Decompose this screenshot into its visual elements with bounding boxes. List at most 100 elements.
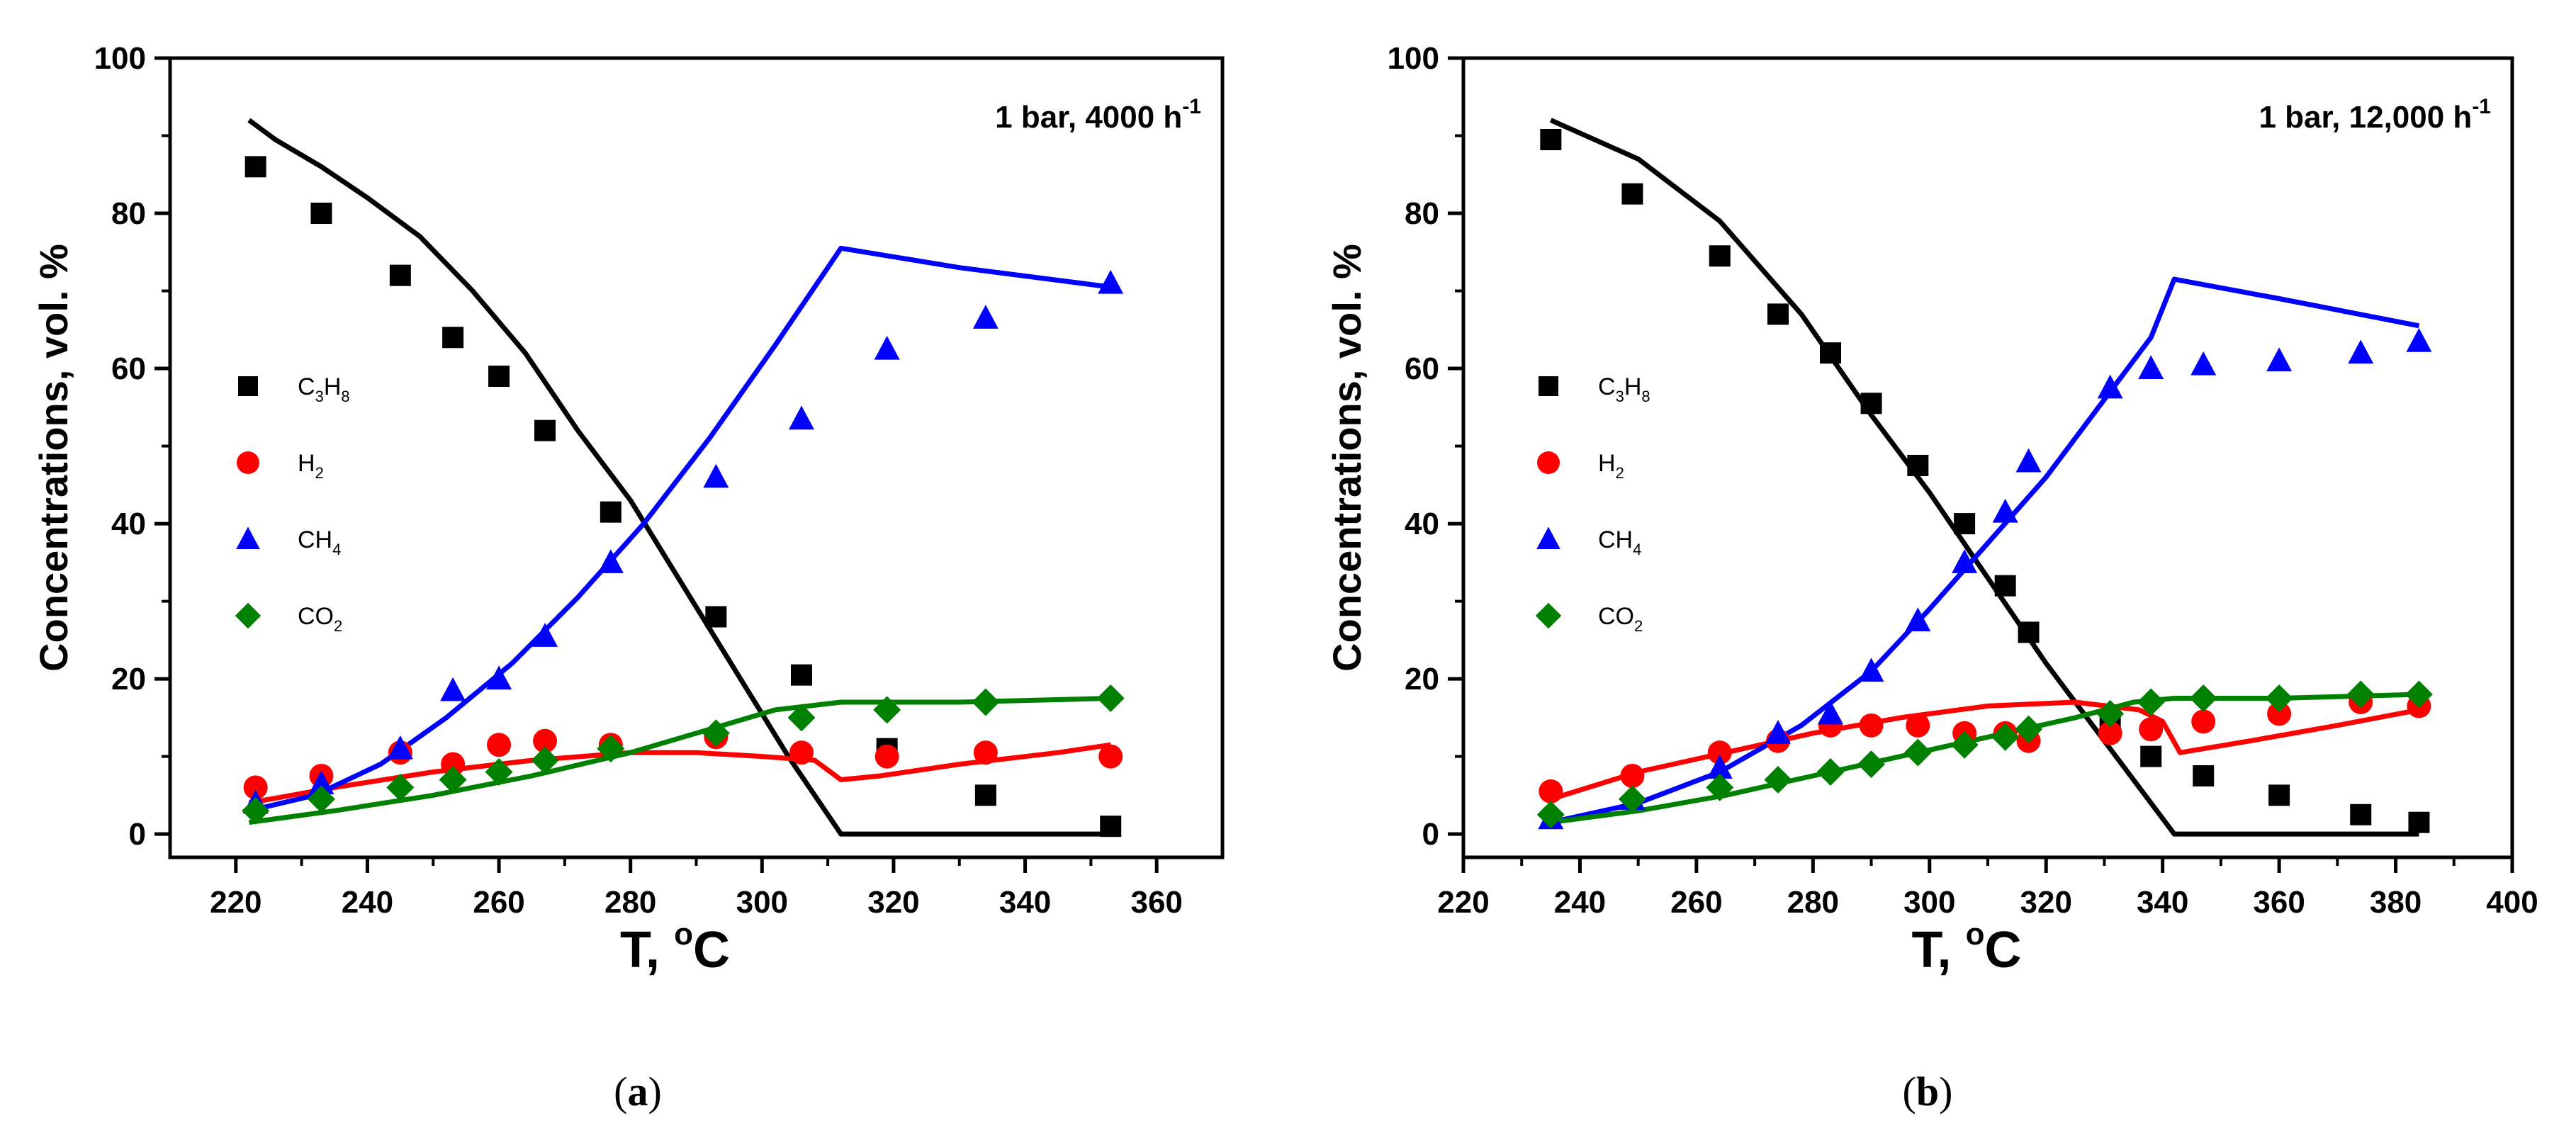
ch4-data-point xyxy=(1952,549,1978,573)
y-tick-label: 0 xyxy=(1422,817,1439,852)
c3h8-data-point xyxy=(534,419,556,441)
c3h8-data-point xyxy=(1907,454,1929,476)
ch4-data-point xyxy=(2266,347,2293,372)
ch4-data-point xyxy=(2097,374,2123,399)
ch4-data-point xyxy=(972,305,999,329)
y-tick-label: 60 xyxy=(111,351,146,386)
co2-points xyxy=(1536,680,2433,829)
c3h8-data-point xyxy=(2193,765,2215,787)
co2-data-point xyxy=(597,735,625,763)
c3h8-data-point xyxy=(442,327,464,349)
ch4-data-point xyxy=(874,335,900,360)
co2-data-point xyxy=(873,696,901,724)
h2-model-line xyxy=(248,742,1111,806)
h2-data-point xyxy=(487,733,512,757)
c3h8-data-point xyxy=(2018,621,2040,643)
y-tick-label: 80 xyxy=(111,196,146,231)
c3h8-data-point xyxy=(600,501,621,523)
h2-data-point xyxy=(441,752,466,777)
c3h8-legend-label: C3H8 xyxy=(1598,373,1650,405)
x-tick-label: 360 xyxy=(1130,885,1182,920)
ch4-data-point xyxy=(387,735,413,760)
ch4-data-point xyxy=(2015,448,2042,473)
x-tick-label: 380 xyxy=(2370,885,2422,920)
x-tick-label: 300 xyxy=(1903,885,1955,920)
c3h8-data-point xyxy=(974,784,996,806)
co2-data-point xyxy=(242,796,270,825)
x-tick-label: 300 xyxy=(736,885,788,920)
x-tick-label: 340 xyxy=(2137,885,2188,920)
h2-data-point xyxy=(1859,713,1884,738)
x-tick-label: 360 xyxy=(2253,885,2305,920)
chart-panel-a: 220 240 260 280 300 320 340 360 0 20 40 60 80 100 Conc… xyxy=(31,41,1225,1115)
c3h8-data-point xyxy=(705,606,727,628)
h2-legend-marker xyxy=(1537,451,1560,474)
y-tick-label: 80 xyxy=(1405,196,1439,231)
ch4-data-point xyxy=(532,623,558,647)
y-tick-label: 40 xyxy=(111,507,146,541)
co2-data-point xyxy=(531,746,559,774)
chart-panel-b: 220 240 260 280 300 320 340 360 380 400 0 20 40 60 80 1… xyxy=(1324,41,2538,1115)
x-axis: 220 240 260 280 300 320 340 360 380 400 xyxy=(1437,857,2538,920)
h2-data-point xyxy=(2098,721,2122,745)
co2-data-point xyxy=(1991,723,2020,751)
ch4-data-point xyxy=(1858,658,1884,682)
y-axis-title: Concentrations, vol. % xyxy=(1324,244,1369,672)
c3h8-data-point xyxy=(2268,784,2290,806)
co2-model-line xyxy=(248,696,1111,825)
co2-data-point xyxy=(386,773,415,801)
ch4-data-point xyxy=(2348,339,2374,364)
h2-legend-label: H2 xyxy=(1598,450,1624,482)
h2-data-point xyxy=(243,775,268,800)
h2-data-point xyxy=(973,740,998,765)
c3h8-data-point xyxy=(791,664,812,686)
ch4-data-point xyxy=(703,463,729,488)
y-tick-label: 100 xyxy=(94,41,146,76)
condition-annotation: 1 bar, 12,000 h-1 xyxy=(2259,95,2491,135)
c3h8-points xyxy=(1540,128,2430,833)
ch4-data-point xyxy=(308,770,334,794)
x-tick-label: 220 xyxy=(1437,885,1489,920)
h2-data-point xyxy=(1539,779,1563,803)
ch4-data-point xyxy=(440,677,466,701)
c3h8-data-point xyxy=(2350,803,2372,825)
co2-data-point xyxy=(2015,715,2043,743)
co2-legend-marker xyxy=(235,602,261,629)
co2-legend-marker xyxy=(1535,602,1562,629)
h2-data-point xyxy=(533,728,558,753)
c3h8-model-line xyxy=(247,118,1111,837)
x-tick-label: 240 xyxy=(342,885,393,920)
y-tick-label: 40 xyxy=(1405,507,1439,541)
x-axis-title: T, oC xyxy=(1912,917,2022,978)
legend: C3H8 H2 CH4 CO2 xyxy=(235,373,350,635)
x-axis-title: T, oC xyxy=(620,917,730,978)
ch4-data-point xyxy=(2190,351,2217,376)
co2-points xyxy=(242,684,1125,825)
h2-data-point xyxy=(874,744,899,769)
co2-legend-label: CO2 xyxy=(298,603,342,635)
c3h8-data-point xyxy=(1540,128,1562,150)
y-axis-title: Concentrations, vol. % xyxy=(31,244,76,672)
co2-data-point xyxy=(2346,680,2375,709)
y-tick-label: 0 xyxy=(129,817,146,852)
co2-data-point xyxy=(2096,699,2125,728)
c3h8-data-point xyxy=(1621,183,1643,205)
c3h8-data-point xyxy=(1954,513,1976,535)
co2-data-point xyxy=(787,704,816,732)
ch4-data-point xyxy=(1706,755,1733,779)
c3h8-legend-marker xyxy=(1539,376,1558,396)
co2-data-point xyxy=(307,785,335,813)
c3h8-data-point xyxy=(488,366,510,388)
y-tick-label: 100 xyxy=(1388,41,1439,76)
c3h8-data-point xyxy=(244,156,266,178)
ch4-legend-marker xyxy=(236,526,260,549)
c3h8-points xyxy=(244,156,1122,837)
c3h8-legend-marker xyxy=(238,376,258,396)
ch4-data-point xyxy=(597,549,624,573)
ch4-data-point xyxy=(2406,327,2432,352)
x-tick-label: 260 xyxy=(473,885,524,920)
co2-data-point xyxy=(702,719,730,748)
h2-data-point xyxy=(2191,709,2216,734)
x-tick-label: 340 xyxy=(999,885,1051,920)
ch4-data-point xyxy=(1818,700,1843,725)
